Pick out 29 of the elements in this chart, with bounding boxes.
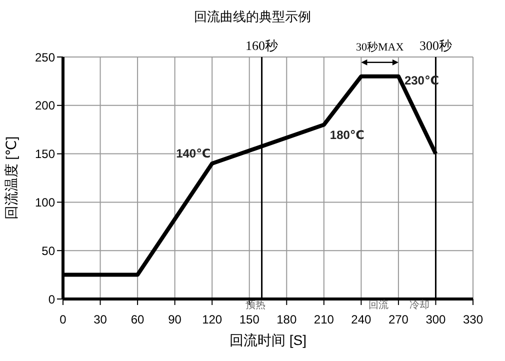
text: 预热 — [246, 300, 266, 311]
y-tick-label: 200 — [34, 98, 56, 113]
y-tick-label: 250 — [34, 50, 56, 64]
x-axis-title: 回流时间 [S] — [229, 332, 307, 348]
x-tick-label: 210 — [314, 312, 334, 327]
x-tick-label: 180 — [276, 312, 297, 327]
x-tick-label: 270 — [388, 312, 409, 327]
ref-line-label: 300秒 — [419, 38, 452, 53]
y-axis-title: 回流温度 [℃] — [3, 136, 19, 220]
x-tick-label: 240 — [351, 312, 372, 327]
x-tick-label: 300 — [426, 312, 446, 327]
x-tick-label: 90 — [168, 312, 182, 327]
y-tick-label: 0 — [48, 292, 56, 306]
x-tick-label: 120 — [202, 312, 222, 327]
text: 回流 — [368, 299, 389, 311]
x-tick-label: 0 — [60, 312, 67, 327]
annotation: 30秒MAX — [356, 41, 404, 54]
y-tick-label: 50 — [42, 244, 56, 258]
x-tick-label: 30 — [94, 312, 108, 327]
x-tick-label: 330 — [462, 312, 484, 327]
annotation: 140℃ — [176, 146, 211, 160]
ref-line-label: 160秒 — [246, 38, 278, 53]
annotation: 180℃ — [330, 128, 364, 142]
text: 冷却 — [410, 299, 430, 311]
x-tick-label: 60 — [130, 312, 145, 327]
y-tick-label: 100 — [34, 195, 56, 210]
y-tick-label: 150 — [34, 147, 56, 162]
x-tick-label: 150 — [239, 312, 260, 327]
chart-title: 回流曲线的典型示例 — [193, 8, 312, 26]
